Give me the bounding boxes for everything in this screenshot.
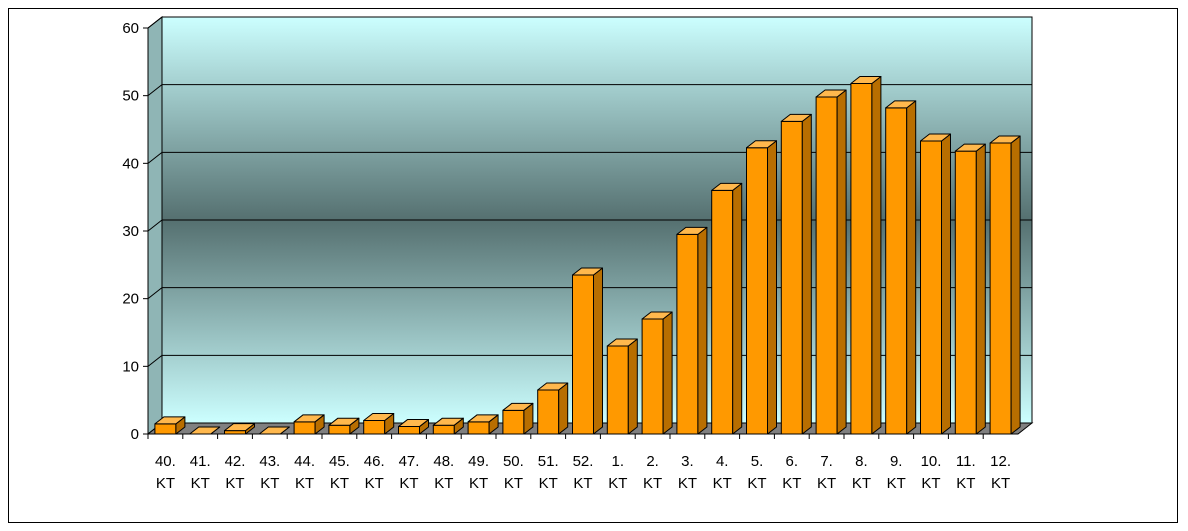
bar: [258, 426, 290, 435]
x-tick-label: 49. KT: [468, 453, 489, 492]
bar: [780, 113, 812, 435]
y-tick-label: 50: [122, 88, 139, 105]
x-tick-label: 8. KT: [852, 453, 871, 492]
bar: [850, 75, 882, 435]
x-tick-label: 40. KT: [155, 453, 176, 492]
bar: [641, 311, 673, 435]
x-tick-label: 43. KT: [259, 453, 280, 492]
y-tick-label: 20: [122, 291, 139, 308]
x-tick-label: 44. KT: [294, 453, 315, 492]
bar: [885, 100, 917, 435]
x-tick-label: 47. KT: [399, 453, 420, 492]
x-tick-label: 46. KT: [364, 453, 385, 492]
bar: [432, 417, 464, 435]
x-tick-label: 48. KT: [433, 453, 454, 492]
bar: [328, 417, 360, 435]
x-tick-label: 2. KT: [643, 453, 662, 492]
bar: [363, 412, 395, 435]
y-tick-label: 60: [122, 20, 139, 37]
bar: [537, 382, 569, 435]
bar: [293, 414, 325, 435]
y-tick-label: 0: [131, 426, 139, 443]
bar: [467, 414, 499, 435]
x-tick-label: 45. KT: [329, 453, 350, 492]
x-tick-label: 12. KT: [990, 453, 1011, 492]
bar: [398, 419, 429, 435]
x-tick-label: 10. KT: [921, 453, 942, 492]
x-tick-label: 41. KT: [190, 453, 211, 492]
x-tick-label: 51. KT: [538, 453, 559, 492]
x-tick-label: 9. KT: [887, 453, 906, 492]
bar: [815, 89, 847, 435]
x-tick-label: 1. KT: [608, 453, 627, 492]
x-tick-label: 6. KT: [782, 453, 801, 492]
bar: [711, 182, 743, 435]
x-tick-label: 4. KT: [713, 453, 732, 492]
bar: [746, 140, 777, 435]
x-tick-label: 5. KT: [747, 453, 766, 492]
x-tick-label: 42. KT: [225, 453, 246, 492]
bar: [189, 426, 221, 435]
bar: [954, 143, 986, 435]
bar: [502, 402, 534, 435]
gridline: [147, 151, 1032, 164]
bar: [606, 338, 638, 435]
bar: [920, 133, 951, 435]
bar: [989, 135, 1021, 435]
gridline: [147, 84, 1032, 97]
x-tick-label: 11. KT: [956, 453, 976, 492]
gridline: [147, 16, 1032, 29]
bar: [154, 416, 186, 435]
x-tick-label: 3. KT: [678, 453, 697, 492]
y-tick-label: 40: [122, 155, 139, 172]
x-tick-label: 50. KT: [503, 453, 524, 492]
y-tick-label: 30: [122, 223, 139, 240]
bar: [572, 267, 603, 435]
bar: [224, 423, 255, 435]
x-tick-label: 52. KT: [573, 453, 594, 492]
x-tick-label: 7. KT: [817, 453, 836, 492]
bar: [676, 226, 708, 435]
y-tick-label: 10: [122, 358, 139, 375]
